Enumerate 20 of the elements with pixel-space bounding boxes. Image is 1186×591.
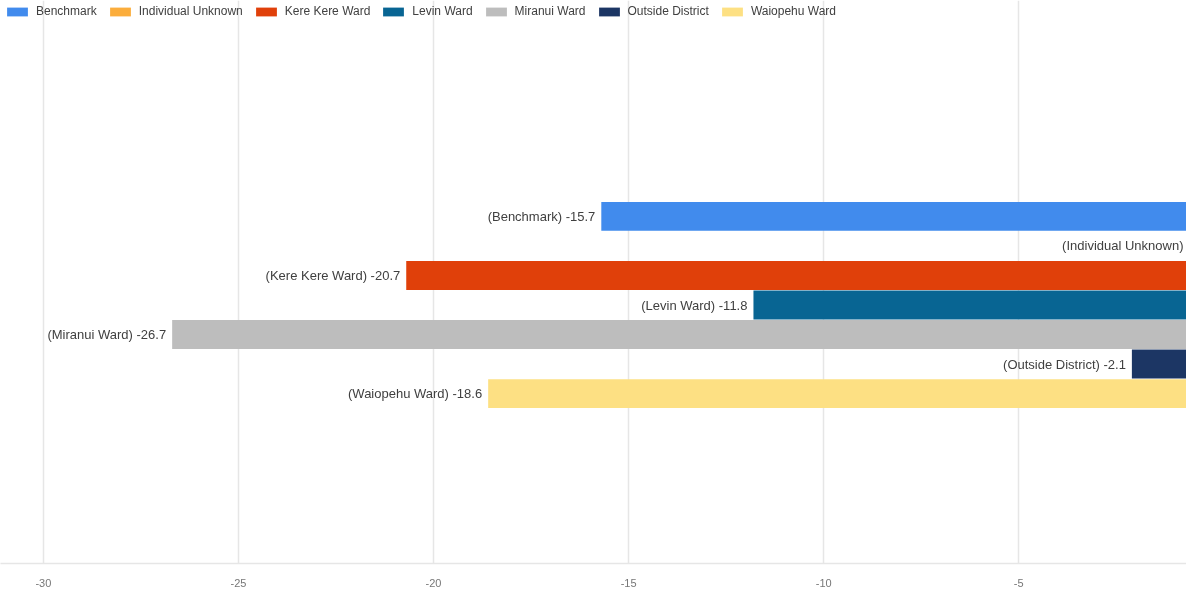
legend-label: Miranui Ward <box>514 4 586 18</box>
text: (Individual Unknown) <box>1062 238 1184 254</box>
legend-label: Waiopehu Ward <box>750 4 837 18</box>
x-tick-label: -25 <box>230 576 247 589</box>
x-tick-label: -15 <box>620 576 637 589</box>
data-label: (Kere Kere Ward) -20.7 <box>265 267 401 283</box>
data-label: (Levin Ward) -11.8 <box>641 297 748 313</box>
legend-label: Kere Kere Ward <box>284 4 371 18</box>
x-tick-label: -20 <box>425 576 442 589</box>
legend-label: Benchmark <box>36 4 97 18</box>
data-label: (Miranui Ward) -26.7 <box>47 327 167 343</box>
legend-label: Individual Unknown <box>138 4 243 18</box>
x-tick-label: -5 <box>1013 576 1024 589</box>
x-tick-label: -30 <box>35 576 52 589</box>
x-tick-label: -10 <box>815 576 832 589</box>
legend-label: Outside District <box>627 4 709 18</box>
data-label: (Outside District) -2.1 <box>1003 356 1126 372</box>
legend-label: Levin Ward <box>412 4 473 18</box>
data-label: (Benchmark) -15.7 <box>487 208 596 224</box>
data-label: (Waiopehu Ward) -18.6 <box>348 386 483 402</box>
